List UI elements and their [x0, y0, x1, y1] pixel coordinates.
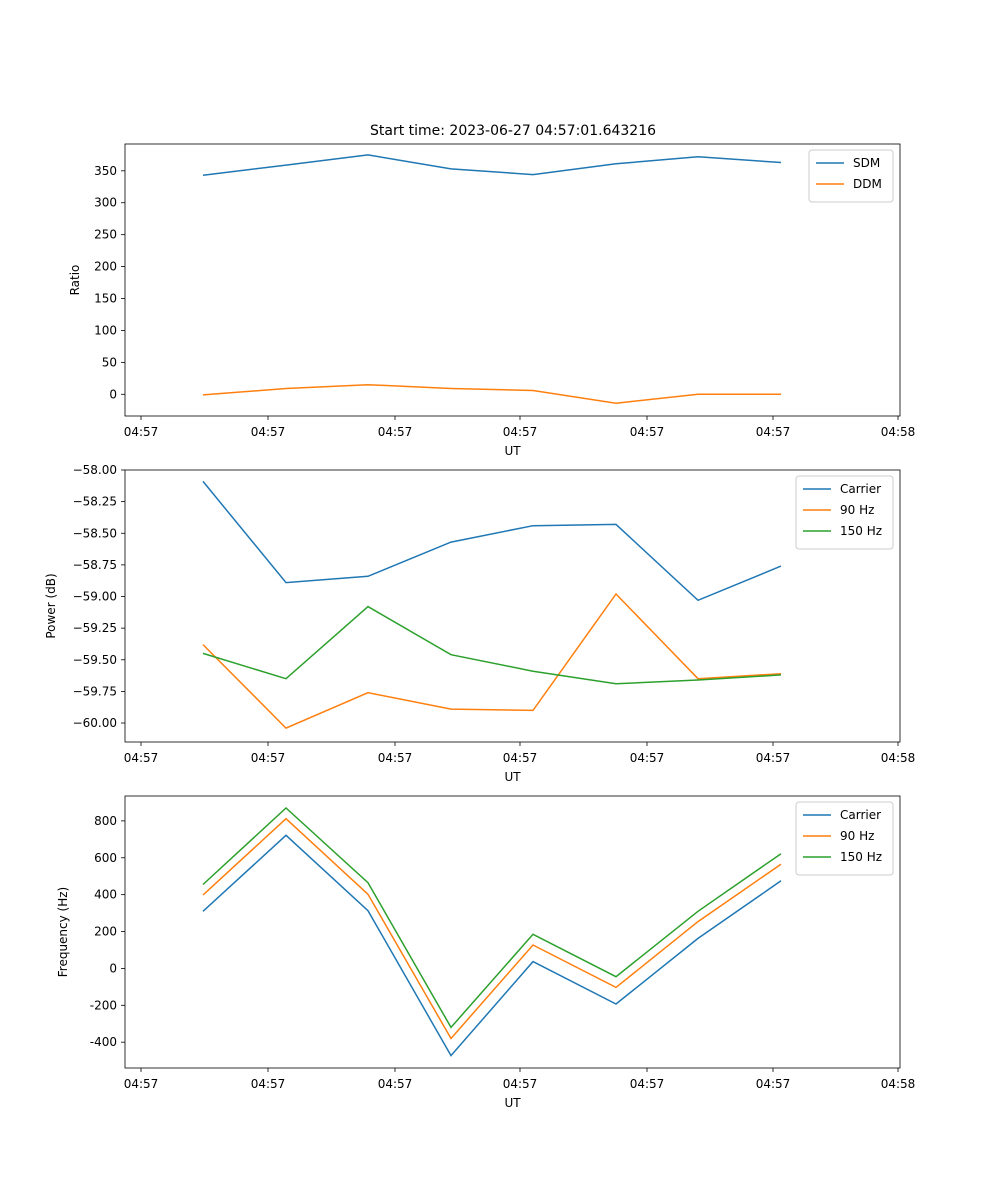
legend-label: DDM [853, 177, 882, 191]
y-tick-label: 50 [102, 355, 117, 369]
series-line-150-hz [202, 806, 782, 1029]
x-tick-label: 04:58 [881, 425, 916, 439]
x-tick-label: 04:57 [124, 751, 159, 765]
y-tick-label: 600 [94, 851, 117, 865]
y-tick-label: 800 [94, 814, 117, 828]
y-tick-label: −59.75 [73, 684, 117, 698]
legend-label: Carrier [840, 482, 881, 496]
x-tick-label: 04:57 [378, 751, 413, 765]
legend-label: SDM [853, 156, 880, 170]
y-tick-label: −59.25 [73, 621, 117, 635]
y-tick-label: 250 [94, 228, 117, 242]
x-tick-label: 04:57 [503, 751, 538, 765]
y-tick-label: −58.50 [73, 526, 117, 540]
legend-box [808, 149, 894, 203]
legend: Carrier 90 Hz 150 Hz [795, 475, 894, 550]
series-line-sdm [202, 154, 782, 177]
plot-frame [124, 143, 901, 417]
y-tick-label: 200 [94, 925, 117, 939]
panel-2: 04:57 04:57 04:57 04:57 04:57 04:57 04:58 −58.0… [44, 463, 915, 784]
y-axis-label: Ratio [68, 265, 82, 296]
x-tick-label: 04:57 [378, 425, 413, 439]
chart-title: Start time: 2023-06-27 04:57:01.643216 [370, 123, 656, 139]
y-tick-label: −59.00 [73, 590, 117, 604]
plot-frame [124, 795, 901, 1069]
legend-label: 150 Hz [840, 850, 882, 864]
y-axis-label: Frequency (Hz) [56, 887, 70, 978]
x-tick-label: 04:58 [881, 1077, 916, 1091]
y-tick-label: −58.00 [73, 463, 117, 477]
x-tick-label: 04:57 [630, 751, 665, 765]
x-tick-label: 04:57 [503, 1077, 538, 1091]
y-tick-label: 150 [94, 292, 117, 306]
x-tick-label: 04:57 [378, 1077, 413, 1091]
x-tick-label: 04:57 [756, 751, 791, 765]
x-tick-label: 04:57 [124, 1077, 159, 1091]
chart-panels: 04:57 04:57 04:57 04:57 04:57 04:57 04:58 0 50 10… [44, 143, 916, 1110]
y-tick-label: 200 [94, 260, 117, 274]
y-tick-label: 0 [109, 961, 117, 975]
series-line-carrier [202, 834, 782, 1057]
y-tick-label: −60.00 [73, 716, 117, 730]
legend-label: Carrier [840, 808, 881, 822]
x-tick-label: 04:57 [503, 425, 538, 439]
legend-label: 90 Hz [840, 503, 874, 517]
series-line-150-hz [202, 605, 782, 685]
x-axis-label: UT [504, 1096, 521, 1110]
y-tick-label: −59.50 [73, 653, 117, 667]
y-tick-label: 400 [94, 888, 117, 902]
x-tick-label: 04:57 [756, 425, 791, 439]
y-tick-label: 300 [94, 196, 117, 210]
legend-label: 150 Hz [840, 524, 882, 538]
y-tick-label: −58.75 [73, 558, 117, 572]
x-axis-label: UT [504, 444, 521, 458]
x-tick-label: 04:57 [630, 425, 665, 439]
x-tick-label: 04:57 [756, 1077, 791, 1091]
x-tick-label: 04:57 [124, 425, 159, 439]
y-tick-label: 100 [94, 323, 117, 337]
y-tick-label: 350 [94, 164, 117, 178]
y-tick-label: −58.25 [73, 495, 117, 509]
legend: Carrier 90 Hz 150 Hz [795, 801, 894, 876]
series-line-carrier [202, 480, 782, 602]
legend: SDM DDM [808, 149, 894, 203]
panel-3: 04:57 04:57 04:57 04:57 04:57 04:57 04:58 -400 -… [56, 795, 916, 1110]
series-line-ddm [202, 383, 781, 404]
series-line-90-hz [202, 817, 782, 1040]
plot-frame [124, 469, 901, 743]
series-line-90-hz [202, 592, 782, 729]
y-tick-label: -200 [90, 998, 117, 1012]
x-tick-label: 04:57 [251, 1077, 286, 1091]
panel-1: 04:57 04:57 04:57 04:57 04:57 04:57 04:58 0 50 10… [68, 143, 916, 458]
y-tick-label: 0 [109, 387, 117, 401]
x-axis-label: UT [504, 770, 521, 784]
x-tick-label: 04:58 [881, 751, 916, 765]
legend-label: 90 Hz [840, 829, 874, 843]
x-tick-label: 04:57 [630, 1077, 665, 1091]
y-tick-label: -400 [90, 1035, 117, 1049]
y-axis-label: Power (dB) [44, 573, 58, 638]
x-tick-label: 04:57 [251, 425, 286, 439]
x-tick-label: 04:57 [251, 751, 286, 765]
